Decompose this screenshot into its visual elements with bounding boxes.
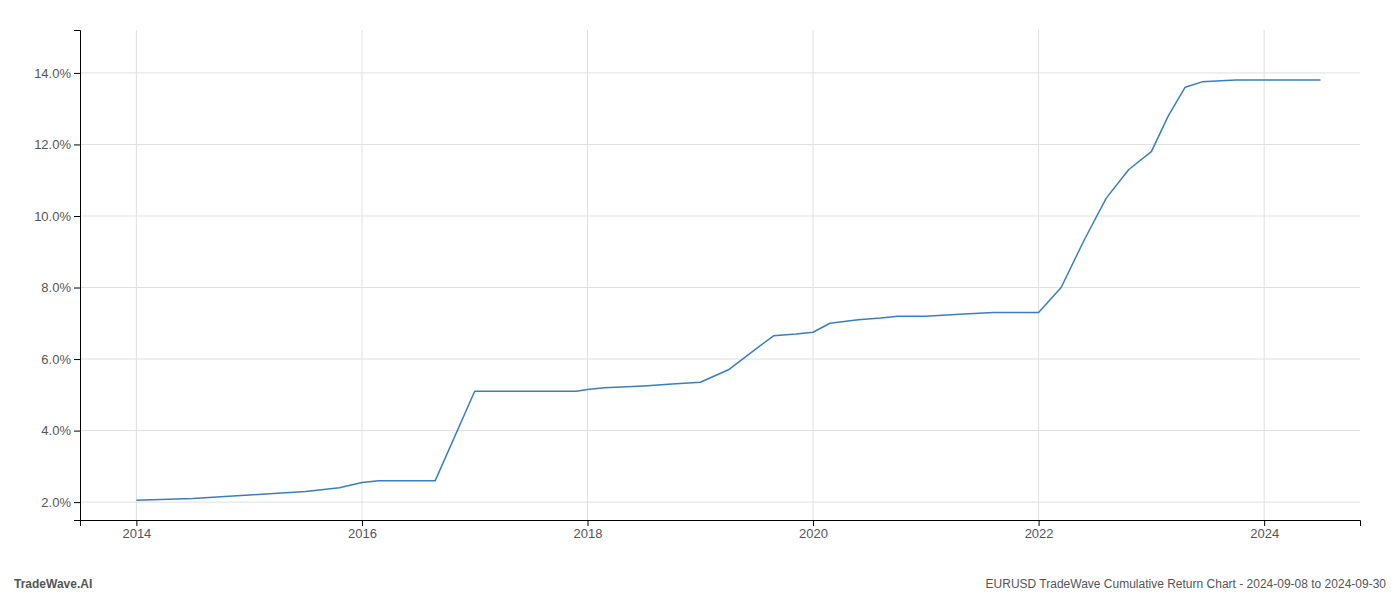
x-tick-mark — [1039, 520, 1040, 526]
y-tick-label: 4.0% — [41, 423, 71, 438]
x-tick-mark — [1264, 520, 1265, 526]
x-axis-line — [81, 521, 1361, 527]
y-tick-label: 6.0% — [41, 352, 71, 367]
x-tick-mark — [362, 520, 363, 526]
footer-right: EURUSD TradeWave Cumulative Return Chart… — [986, 577, 1387, 591]
x-tick-label: 2018 — [574, 526, 603, 541]
marks — [136, 80, 1320, 500]
x-axis: 2014 2016 2018 2020 2022 2024 — [81, 520, 1361, 541]
y-tick-label: 10.0% — [34, 209, 71, 224]
grid-line-y — [80, 287, 1360, 288]
y-tick: 12.0% — [34, 137, 80, 152]
x-tick-label: 2022 — [1025, 526, 1054, 541]
y-tick-mark — [74, 144, 80, 145]
x-tick-label: 2020 — [799, 526, 828, 541]
y-tick: 14.0% — [34, 66, 80, 81]
x-tick-label: 2016 — [348, 526, 377, 541]
y-tick-mark — [74, 288, 80, 289]
grid-line-y — [80, 144, 1360, 145]
x-tick: 2016 — [348, 520, 377, 541]
y-axis-line — [74, 31, 81, 521]
grid-line-x — [136, 30, 137, 520]
x-tick-mark — [136, 520, 137, 526]
y-tick: 10.0% — [34, 209, 80, 224]
grid-line-y — [80, 72, 1360, 73]
y-tick: 2.0% — [41, 495, 80, 510]
y-tick: 8.0% — [41, 280, 80, 295]
x-tick: 2024 — [1250, 520, 1279, 541]
x-tick: 2020 — [799, 520, 828, 541]
y-tick: 6.0% — [41, 352, 80, 367]
y-tick-label: 2.0% — [41, 495, 71, 510]
y-tick: 4.0% — [41, 423, 80, 438]
plot-area: 2014 2016 2018 2020 2022 2024 2.0% 4.0% 6.0% 8.0%… — [34, 30, 1360, 541]
y-tick-mark — [74, 502, 80, 503]
y-tick-label: 8.0% — [41, 280, 71, 295]
y-tick-mark — [74, 73, 80, 74]
chart-svg: 2014 2016 2018 2020 2022 2024 2.0% 4.0% 6.0% 8.0%… — [0, 0, 1400, 600]
x-tick: 2022 — [1025, 520, 1054, 541]
grid-line-x — [813, 30, 814, 520]
grid-line-y — [80, 215, 1360, 216]
x-tick-label: 2014 — [122, 526, 151, 541]
y-tick-label: 14.0% — [34, 66, 71, 81]
y-tick-mark — [74, 359, 80, 360]
grid-line-y — [80, 430, 1360, 431]
x-tick-mark — [813, 520, 814, 526]
x-tick-mark — [587, 520, 588, 526]
grid-line-y — [80, 502, 1360, 503]
grid-line-x — [1264, 30, 1265, 520]
x-tick: 2018 — [574, 520, 603, 541]
line — [136, 80, 1320, 500]
grid-line-x — [361, 30, 362, 520]
grid — [80, 30, 1360, 520]
y-tick-mark — [74, 216, 80, 217]
y-axis: 2.0% 4.0% 6.0% 8.0% 10.0% 12.0% 14.0% — [34, 31, 80, 521]
grid-line-y — [80, 359, 1360, 360]
grid-line-x — [587, 30, 588, 520]
x-tick: 2014 — [122, 520, 151, 541]
grid-line-x — [1038, 30, 1039, 520]
y-tick-label: 12.0% — [34, 137, 71, 152]
x-tick-label: 2024 — [1250, 526, 1279, 541]
footer-left: TradeWave.AI — [14, 577, 92, 591]
y-tick-mark — [74, 431, 80, 432]
